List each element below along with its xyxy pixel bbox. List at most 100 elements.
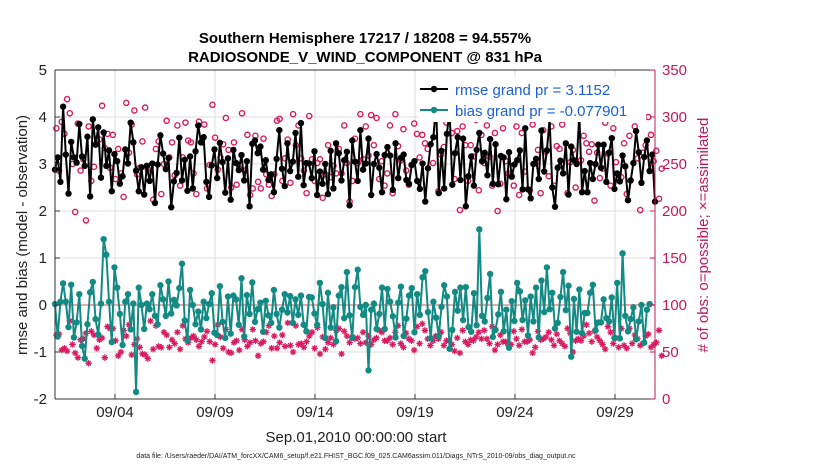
bias-point: [81, 355, 88, 362]
rmse-point: [97, 174, 105, 181]
bias-point: [116, 310, 124, 318]
rmse-point: [532, 155, 540, 163]
obs-assimilated-point: [117, 348, 125, 356]
obs-assimilated-point: [171, 340, 178, 347]
rmse-point: [59, 103, 67, 110]
rmse-point: [557, 157, 564, 164]
bias-point: [254, 306, 261, 313]
obs-assimilated-point: [427, 342, 434, 349]
rmse-point: [503, 196, 510, 203]
x-axis-label: Sep.01,2010 00:00:00 start: [266, 429, 448, 446]
obs-assimilated-point: [454, 334, 461, 342]
rmse-point: [284, 140, 291, 147]
obs-possible-point: [174, 122, 181, 129]
bias-point: [327, 324, 334, 331]
bias-point: [549, 289, 556, 296]
bias-point: [535, 334, 542, 341]
legend-entry-rmse: rmse grand pr = 3.1152: [455, 82, 610, 99]
rmse-point: [527, 195, 534, 202]
footnote-data-file: data file: /Users/raeder/DAI/ATM_forcXX/…: [136, 453, 576, 460]
bias-point: [557, 293, 564, 301]
rmse-point: [330, 185, 337, 192]
bias-point: [146, 306, 153, 313]
bias-point: [384, 285, 391, 293]
bias-point: [359, 311, 367, 319]
obs-assimilated-point: [515, 342, 523, 349]
obs-possible-point: [209, 101, 216, 109]
obs-assimilated-point: [440, 342, 447, 349]
rmse-point: [184, 187, 191, 194]
rmse-point: [335, 149, 342, 157]
obs-assimilated-point: [564, 325, 571, 332]
obs-assimilated-point: [456, 349, 464, 357]
bias-point: [213, 331, 221, 339]
obs-assimilated-point: [176, 345, 184, 353]
rmse-point: [159, 150, 167, 157]
obs-assimilated-point: [276, 339, 283, 346]
bias-point: [481, 318, 488, 325]
obs-assimilated-point: [346, 339, 353, 346]
bias-point: [468, 328, 475, 335]
rmse-point: [578, 189, 586, 196]
bias-point: [597, 319, 605, 326]
obs-assimilated-point: [281, 343, 289, 350]
bias-point: [543, 264, 551, 271]
y-tick-label-left: 4: [39, 109, 47, 126]
bias-point: [135, 284, 142, 291]
obs-possible-point: [400, 125, 407, 133]
rmse-point: [205, 193, 213, 201]
rmse-point: [373, 150, 380, 158]
y-axis-label-right: # of obs: o=possible; ×=assimilated: [695, 118, 712, 353]
bias-point: [240, 333, 248, 340]
obs-assimilated-point: [287, 342, 294, 349]
bias-point: [538, 277, 545, 284]
obs-assimilated-point: [260, 338, 267, 345]
bias-point: [389, 313, 397, 320]
obs-possible-point: [131, 107, 138, 114]
rmse-point: [603, 178, 610, 186]
rmse-point: [438, 147, 445, 155]
obs-assimilated-point: [513, 335, 520, 343]
obs-assimilated-point: [354, 334, 361, 342]
obs-assimilated-point: [480, 327, 488, 334]
obs-possible-point: [182, 119, 189, 126]
bias-point: [200, 298, 207, 305]
rmse-point: [592, 160, 599, 168]
rmse-point: [127, 119, 134, 126]
obs-possible-point: [467, 141, 474, 149]
rmse-point: [589, 175, 597, 183]
y-tick-label-left: -2: [34, 391, 47, 408]
rmse-point: [616, 178, 624, 185]
rmse-point: [624, 196, 632, 204]
rmse-point: [340, 157, 348, 164]
rmse-point: [378, 189, 386, 196]
obs-possible-point: [636, 206, 644, 214]
rmse-point: [227, 196, 234, 203]
rmse-point: [449, 181, 456, 188]
rmse-point: [430, 134, 437, 141]
rmse-point: [465, 173, 472, 180]
bias-point: [346, 312, 353, 319]
obs-assimilated-point: [115, 352, 122, 359]
obs-assimilated-point: [459, 327, 466, 334]
obs-assimilated-point: [410, 346, 418, 354]
obs-possible-point: [281, 155, 289, 162]
bias-point: [162, 312, 170, 320]
bias-point: [478, 312, 486, 320]
rmse-point: [540, 168, 548, 175]
bias-point: [465, 323, 472, 331]
obs-assimilated-point: [483, 335, 491, 343]
rmse-point: [176, 134, 183, 141]
obs-possible-point: [63, 95, 71, 103]
obs-assimilated-point: [373, 334, 380, 342]
obs-assimilated-point: [311, 345, 318, 352]
rmse-point: [286, 167, 294, 175]
rmse-point: [632, 127, 640, 135]
obs-assimilated-point: [341, 328, 348, 335]
obs-assimilated-point: [475, 329, 482, 336]
rmse-point: [146, 177, 153, 185]
obs-assimilated-point: [198, 338, 205, 345]
bias-point: [300, 321, 307, 328]
bias-point: [246, 310, 253, 318]
rmse-point: [635, 149, 642, 156]
